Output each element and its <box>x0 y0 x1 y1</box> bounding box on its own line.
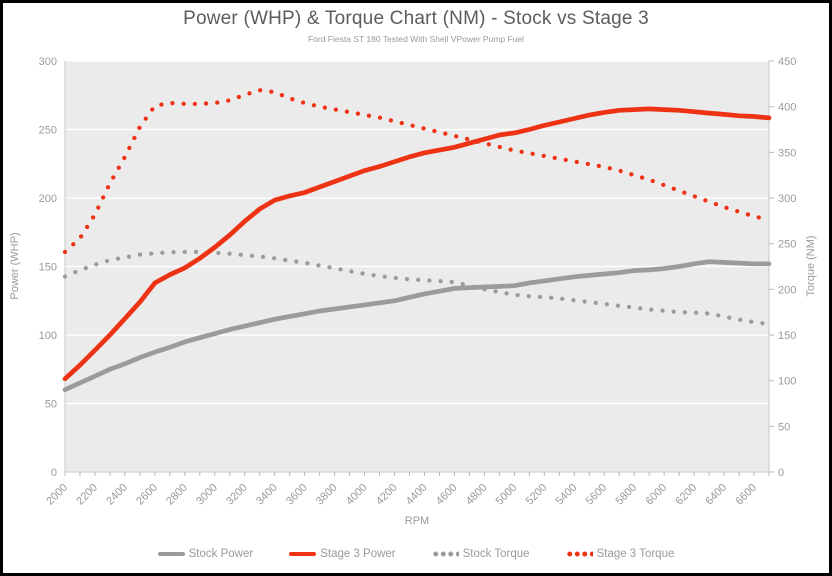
legend-item-stage3-power: Stage 3 Power <box>289 548 396 560</box>
stock-torque-dots-swatch <box>431 551 459 557</box>
chart-subtitle: Ford Fiesta ST 180 Tested With Shell VPo… <box>307 34 525 44</box>
y-left-tick-label: 150 <box>39 262 57 274</box>
legend-label: Stage 3 Torque <box>596 548 675 560</box>
x-tick-label: 5400 <box>554 482 580 508</box>
y-left-tick-label: 250 <box>39 125 57 137</box>
y-right-tick-label: 300 <box>778 193 796 205</box>
series-stage-3-power <box>62 106 772 382</box>
y-right-tick-label: 150 <box>778 330 796 342</box>
x-tick-label: 2400 <box>104 482 130 508</box>
legend-item-stage3-torque: Stage 3 Torque <box>565 548 675 560</box>
y-left-tick-label: 0 <box>51 467 57 479</box>
x-tick-label: 6200 <box>673 482 699 508</box>
x-tick-label: 3000 <box>194 482 220 508</box>
y-left-axis-title: Power (WHP) <box>9 232 21 299</box>
y-right-tick-label: 350 <box>778 147 796 159</box>
y-right-tick-label: 100 <box>778 376 796 388</box>
y-right-axis-title: Torque (NM) <box>805 235 817 296</box>
x-tick-label: 3600 <box>284 482 310 508</box>
series-stock-torque <box>62 249 772 327</box>
y-right-tick-label: 0 <box>778 467 784 479</box>
y-right-tick-label: 50 <box>778 421 790 433</box>
chart-title: Power (WHP) & Torque Chart (NM) - Stock … <box>183 8 649 29</box>
x-tick-label: 2000 <box>44 482 70 508</box>
x-tick-label: 2800 <box>164 482 190 508</box>
x-tick-label: 2200 <box>74 482 100 508</box>
y-left-tick-label: 300 <box>39 56 57 68</box>
stage3-power-line-swatch <box>289 551 317 557</box>
legend-item-stock-power: Stock Power <box>157 548 254 560</box>
y-left-tick-label: 100 <box>39 330 57 342</box>
legend-label: Stock Power <box>188 548 254 560</box>
y-right-tick-label: 450 <box>778 56 796 68</box>
x-tick-label: 3400 <box>254 482 280 508</box>
legend: Stock Power Stage 3 Power Stock Torque S… <box>0 548 832 560</box>
x-axis-title: RPM <box>405 515 429 527</box>
stage3-torque-dots-swatch <box>565 551 593 557</box>
x-tick-label: 5200 <box>524 482 550 508</box>
x-tick-label: 6000 <box>643 482 669 508</box>
x-tick-label: 4200 <box>374 482 400 508</box>
series-stock-power <box>62 259 772 393</box>
x-tick-label: 4000 <box>344 482 370 508</box>
x-tick-label: 5800 <box>614 482 640 508</box>
series-stage-3-torque <box>62 88 772 255</box>
x-tick-label: 5000 <box>494 482 520 508</box>
x-tick-label: 6600 <box>733 482 759 508</box>
stock-power-line-swatch <box>157 551 185 557</box>
x-tick-label: 4800 <box>464 482 490 508</box>
x-tick-label: 2600 <box>134 482 160 508</box>
x-tick-label: 3200 <box>224 482 250 508</box>
plot-area: 0501001502002503000501001502002503003504… <box>39 56 797 507</box>
y-left-tick-label: 50 <box>45 399 57 411</box>
x-tick-label: 3800 <box>314 482 340 508</box>
x-tick-label: 4400 <box>404 482 430 508</box>
x-tick-label: 5600 <box>584 482 610 508</box>
y-right-tick-label: 200 <box>778 284 796 296</box>
legend-label: Stage 3 Power <box>320 548 396 560</box>
legend-label: Stock Torque <box>462 548 530 560</box>
x-tick-label: 6400 <box>703 482 729 508</box>
y-right-tick-label: 250 <box>778 239 796 251</box>
y-right-tick-label: 400 <box>778 102 796 114</box>
legend-item-stock-torque: Stock Torque <box>431 548 530 560</box>
x-tick-label: 4600 <box>434 482 460 508</box>
y-left-tick-label: 200 <box>39 193 57 205</box>
